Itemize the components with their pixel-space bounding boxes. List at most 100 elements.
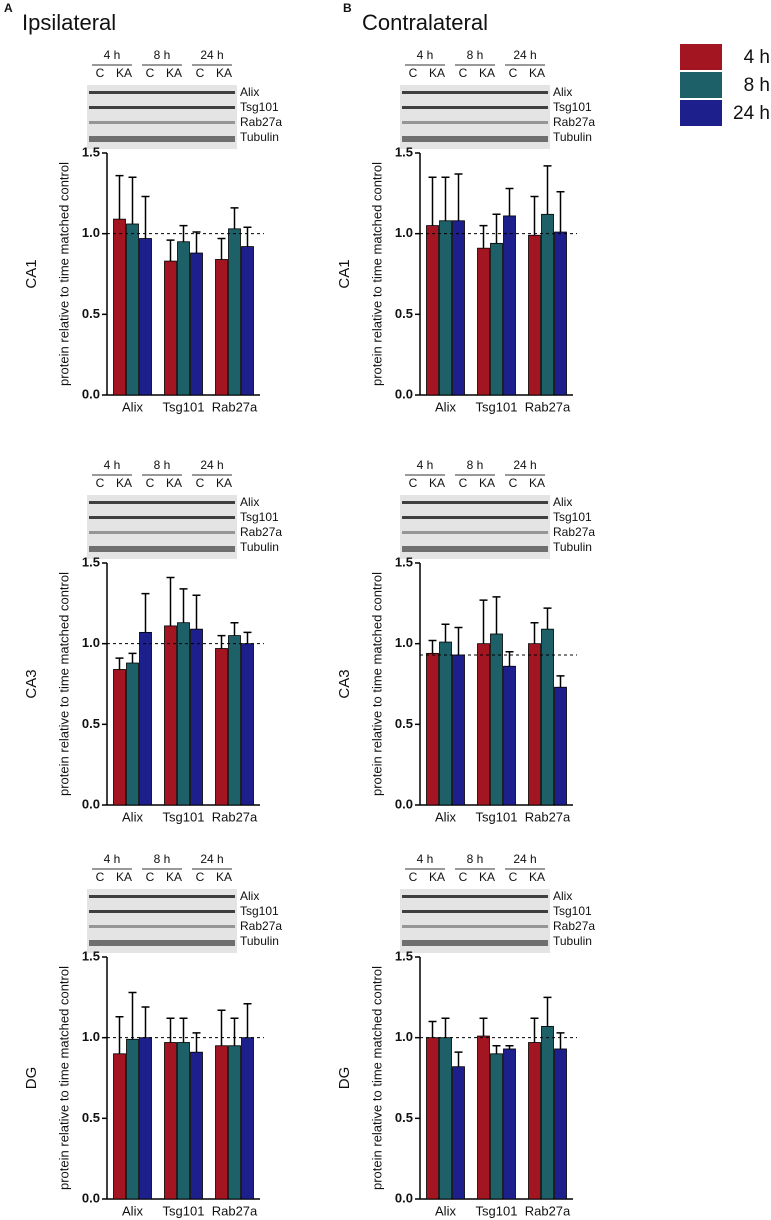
blot-band — [89, 910, 235, 913]
error-bar — [505, 1044, 514, 1049]
x-tick-label: Alix — [435, 809, 456, 824]
blot-timepoint: 4 h — [417, 48, 434, 62]
x-tick-label: Rab27a — [525, 809, 571, 824]
y-axis-label: protein relative to time matched control — [369, 162, 384, 386]
blot-lane: C — [146, 476, 155, 490]
y-tick-label: 0.5 — [395, 306, 413, 321]
x-tick-label: Alix — [122, 399, 143, 414]
x-tick-label: Rab27a — [525, 1203, 571, 1218]
error-bar — [230, 207, 239, 229]
blot-protein: Tubulin — [553, 540, 592, 554]
legend-swatch — [680, 72, 722, 98]
blot-band — [402, 910, 548, 913]
bar — [190, 252, 203, 396]
blot-band — [89, 940, 235, 946]
error-bar — [556, 675, 565, 688]
error-bar — [166, 1017, 175, 1043]
y-tick-label: 1.0 — [395, 225, 413, 240]
blot-timepoint: 24 h — [200, 458, 223, 472]
blot-lane: C — [146, 870, 155, 884]
y-tick-label: 1.0 — [82, 1029, 100, 1044]
blot-lane: C — [509, 870, 518, 884]
y-tick-label: 0.0 — [82, 796, 100, 811]
blot-band — [89, 895, 235, 898]
error-bar — [556, 1032, 565, 1049]
blot-lane: C — [146, 66, 155, 80]
blot-protein: Rab27a — [553, 525, 595, 539]
blot-lane: KA — [429, 66, 445, 80]
blot-lane: KA — [479, 66, 495, 80]
blot-lane: C — [409, 870, 418, 884]
blot-lane: C — [459, 66, 468, 80]
blot-band — [402, 546, 548, 552]
error-bar — [217, 1009, 226, 1046]
blot-band — [402, 895, 548, 898]
blot-lane: KA — [166, 870, 182, 884]
error-bar — [243, 1003, 252, 1038]
blot-lane: C — [196, 66, 205, 80]
blot-lane: KA — [529, 870, 545, 884]
blot-lane: KA — [116, 476, 132, 490]
bar — [541, 628, 554, 806]
blot-timepoint: 24 h — [513, 852, 536, 866]
blot-band — [89, 501, 235, 504]
error-bar — [115, 1015, 124, 1054]
y-tick-label: 1.5 — [82, 144, 100, 159]
blot-timepoint: 4 h — [104, 458, 121, 472]
blot-protein: Rab27a — [553, 919, 595, 933]
bar — [113, 1053, 126, 1200]
bar — [126, 223, 139, 396]
y-tick-label: 0.5 — [395, 716, 413, 731]
bar — [503, 215, 516, 396]
y-tick-label: 0.5 — [82, 1110, 100, 1125]
legend-swatch — [680, 44, 722, 70]
blot-timepoint: 4 h — [104, 48, 121, 62]
y-tick-label: 1.5 — [82, 554, 100, 569]
x-tick-label: Alix — [122, 1203, 143, 1218]
blot-protein: Alix — [240, 889, 259, 903]
x-tick-label: Tsg101 — [476, 1203, 518, 1218]
bar — [215, 648, 228, 806]
x-tick-label: Tsg101 — [476, 809, 518, 824]
blot-band — [402, 925, 548, 928]
region-label: CA3 — [23, 669, 40, 698]
y-axis-label: protein relative to time matched control — [56, 162, 71, 386]
y-tick-label: 0.5 — [82, 716, 100, 731]
error-bar — [543, 165, 552, 215]
blot-lane: C — [409, 476, 418, 490]
blot-lane: KA — [216, 66, 232, 80]
x-tick-label: Tsg101 — [163, 809, 205, 824]
bar — [241, 643, 254, 806]
y-tick-label: 1.5 — [395, 948, 413, 963]
blot-lane: KA — [429, 870, 445, 884]
bar — [439, 220, 452, 396]
blot-lane: KA — [479, 870, 495, 884]
x-tick-label: Rab27a — [212, 1203, 258, 1218]
blot-timepoint: 8 h — [154, 48, 171, 62]
y-tick-label: 1.5 — [395, 144, 413, 159]
bar — [490, 633, 503, 806]
y-tick-label: 1.5 — [395, 554, 413, 569]
bar — [139, 631, 152, 806]
error-bar — [115, 174, 124, 220]
bar — [164, 1042, 177, 1200]
blot-timepoint: 24 h — [200, 48, 223, 62]
bar — [426, 1037, 439, 1200]
error-bar — [192, 594, 201, 630]
bar — [477, 643, 490, 806]
bar — [228, 228, 241, 396]
y-tick-label: 1.0 — [395, 1029, 413, 1044]
blot-timepoint: 24 h — [513, 458, 536, 472]
bar — [228, 1045, 241, 1200]
blot-lane: C — [459, 870, 468, 884]
region-label: CA1 — [23, 259, 40, 288]
bar — [139, 238, 152, 396]
error-bar — [230, 1017, 239, 1046]
bar — [439, 641, 452, 806]
blot-protein: Alix — [240, 495, 259, 509]
x-tick-label: Alix — [435, 1203, 456, 1218]
bar — [164, 625, 177, 806]
bar — [113, 218, 126, 396]
blot-band — [89, 546, 235, 552]
blot-protein: Tsg101 — [240, 510, 279, 524]
